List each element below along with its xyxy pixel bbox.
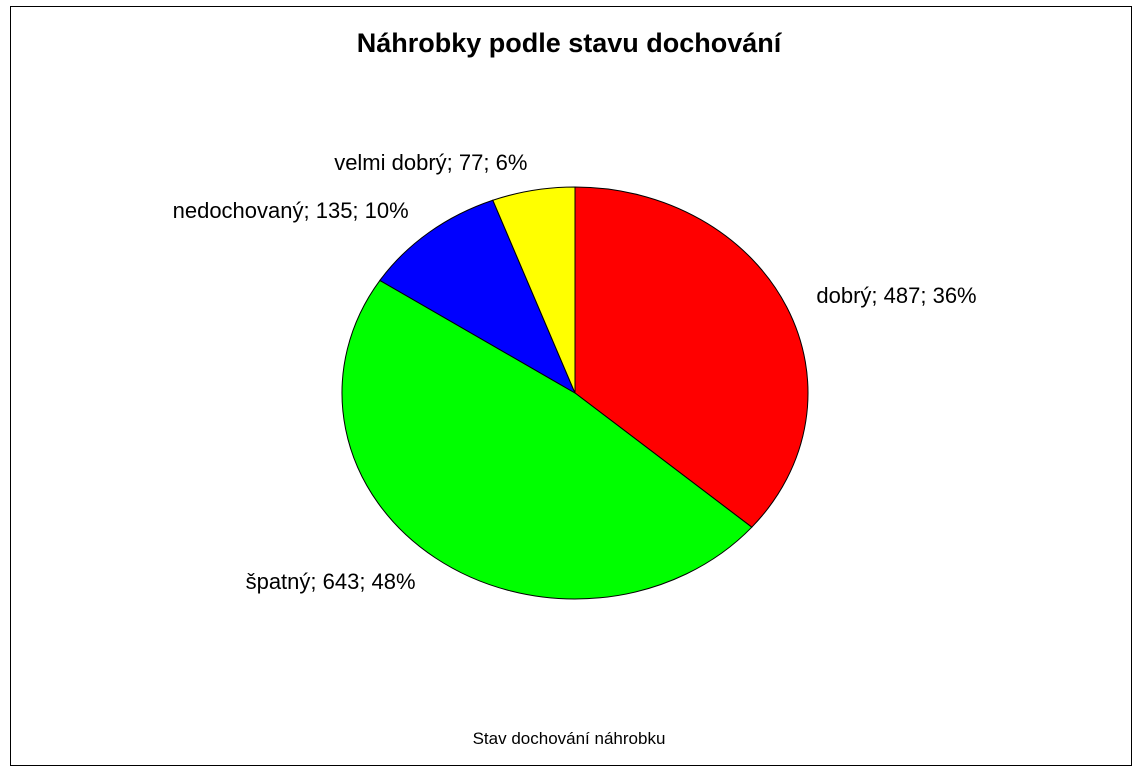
- pie-slice-nedochovaný: [379, 199, 577, 395]
- chart-title: Náhrobky podle stavu dochování: [356, 28, 782, 58]
- pie-slice-velmi-dobrý: [492, 186, 576, 394]
- slice-label-nedochovaný: nedochovaný; 135; 10%: [173, 198, 409, 223]
- pie-slice-dobrý: [574, 186, 809, 528]
- slice-label-špatný: špatný; 643; 48%: [246, 569, 416, 594]
- x-axis-label: Stav dochování náhrobku: [472, 729, 666, 748]
- pie-slice-špatný: [341, 279, 753, 600]
- slice-label-velmi-dobrý: velmi dobrý; 77; 6%: [334, 150, 527, 175]
- slice-label-dobrý: dobrý; 487; 36%: [816, 283, 976, 308]
